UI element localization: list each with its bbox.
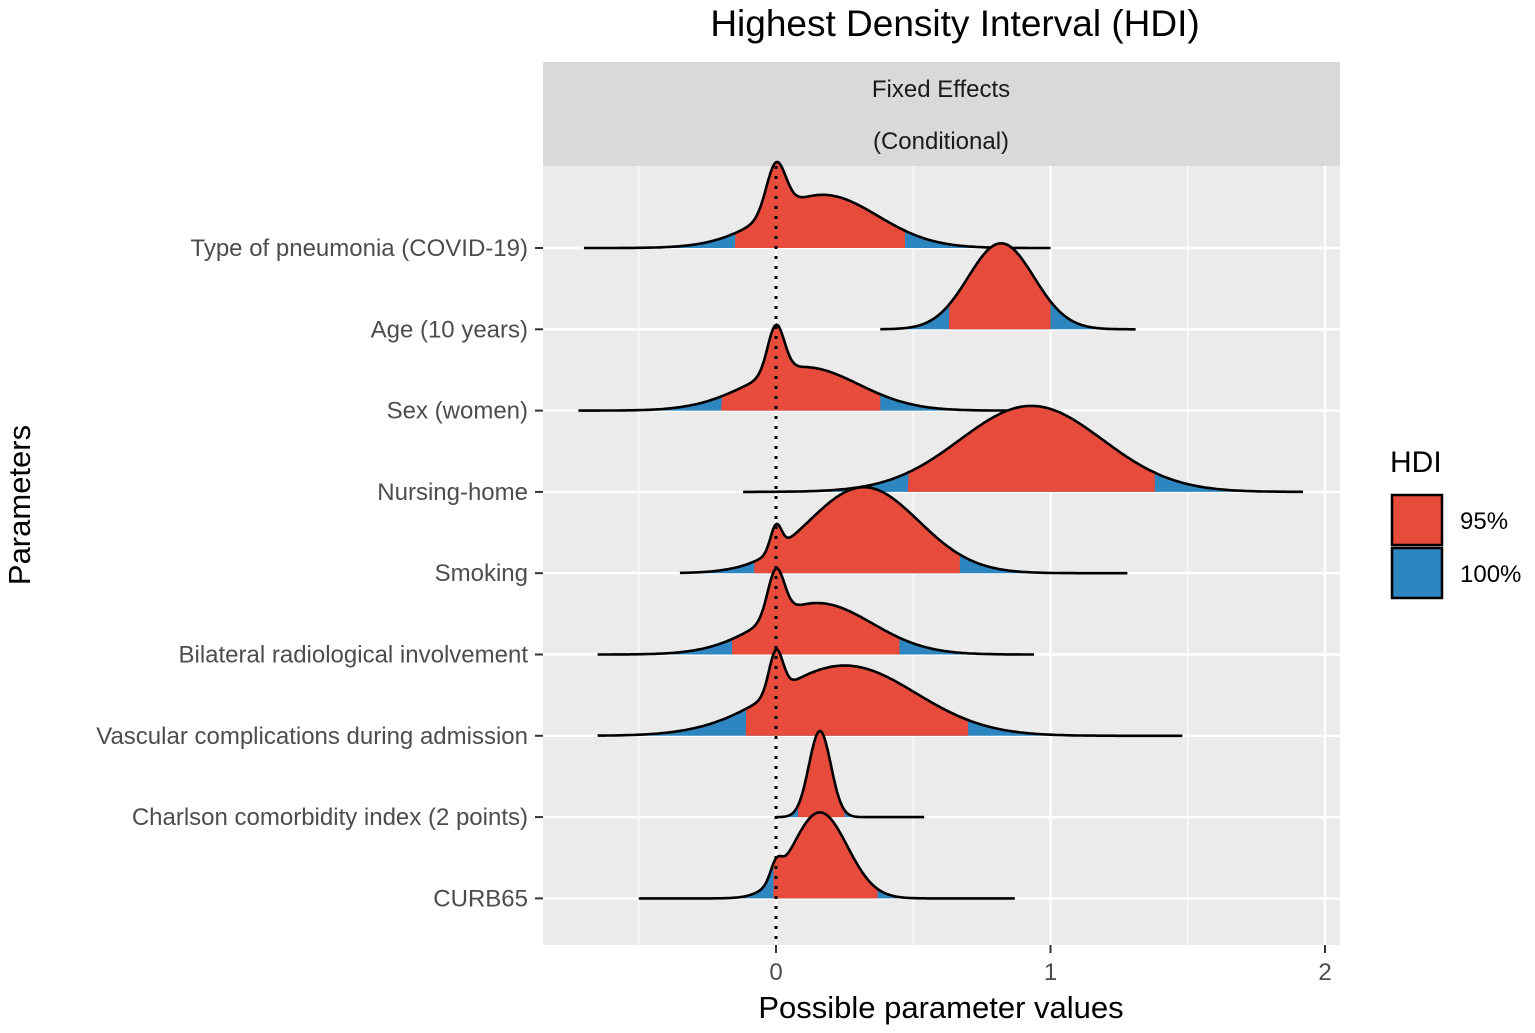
y-tick-label-curb65: CURB65	[433, 885, 528, 912]
ridge-bilateral-radiological-involvement	[597, 567, 1034, 656]
y-tick-label-vascular-complications-during-admission: Vascular complications during admission	[96, 723, 528, 750]
ridge-sex-women	[578, 323, 1015, 412]
y-tick-label-nursing-home: Nursing-home	[377, 479, 528, 506]
hdi-95-area	[745, 649, 969, 736]
density-outline	[583, 160, 1051, 250]
chart-title: Highest Density Interval (HDI)	[710, 3, 1199, 44]
ridge-smoking	[679, 485, 1128, 575]
legend-title: HDI	[1390, 446, 1442, 479]
hdi-95-area	[798, 731, 845, 818]
y-tick-label-sex-women: Sex (women)	[387, 398, 528, 425]
legend: HDI 95% 100%	[1390, 446, 1521, 600]
y-axis-title: Parameters	[2, 425, 37, 585]
y-axis: Type of pneumonia (COVID-19) Age (10 year…	[96, 235, 543, 912]
ridge-age-10-years	[880, 242, 1136, 331]
facet-strip-label-conditional: (Conditional)	[873, 128, 1009, 155]
facet-strip-label-fixed-effects: Fixed Effects	[872, 76, 1010, 103]
legend-label-100: 100%	[1460, 561, 1521, 588]
facet-strip-top	[543, 62, 1340, 114]
y-tick-label-bilateral-radiological-involvement: Bilateral radiological involvement	[178, 642, 528, 669]
ridge-curb65	[638, 811, 1015, 900]
ridge-vascular-complications-during-admission	[597, 648, 1183, 738]
legend-swatch-95	[1390, 493, 1444, 547]
hdi-95-area	[907, 405, 1155, 492]
legend-label-95: 95%	[1460, 508, 1508, 535]
density-ridges	[578, 160, 1303, 900]
density-outline	[638, 811, 1015, 900]
y-tick-label-charlson-comorbidity-index-2-points: Charlson comorbidity index (2 points)	[132, 804, 528, 831]
x-axis: 0 1 2	[769, 945, 1332, 986]
density-outline	[743, 404, 1303, 494]
density-outline	[775, 729, 925, 819]
y-tick-label-type-of-pneumonia-covid-19: Type of pneumonia (COVID-19)	[191, 235, 529, 262]
density-outline	[880, 242, 1136, 331]
y-tick-label-smoking: Smoking	[435, 560, 528, 587]
x-tick-label: 0	[769, 959, 782, 986]
density-outline	[597, 648, 1183, 738]
x-tick-label: 1	[1044, 959, 1057, 986]
ridge-nursing-home	[743, 404, 1303, 494]
y-tick-label-age-10-years: Age (10 years)	[371, 316, 528, 343]
hdi-95-area	[732, 568, 900, 655]
density-outline	[597, 567, 1034, 656]
ridge-charlson-comorbidity-index-2-points	[775, 729, 925, 819]
density-outline	[679, 485, 1128, 575]
density-outline	[578, 323, 1015, 412]
x-axis-title: Possible parameter values	[758, 990, 1123, 1025]
hdi-95-area	[754, 487, 960, 574]
x-tick-label: 2	[1318, 959, 1331, 986]
legend-swatch-100	[1390, 546, 1444, 600]
facet-strip-bottom	[543, 114, 1340, 166]
